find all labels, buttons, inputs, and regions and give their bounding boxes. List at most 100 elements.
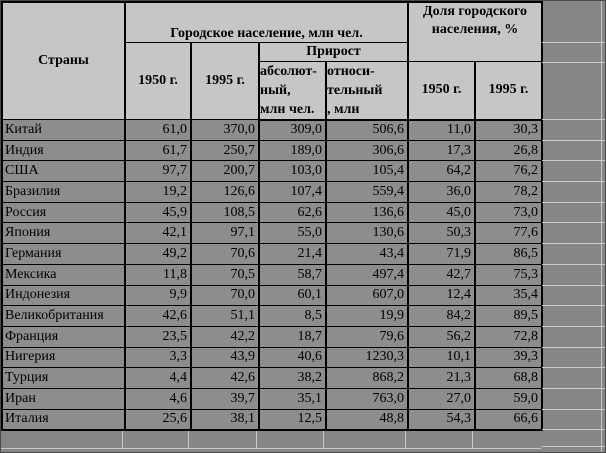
cell-share-1995[interactable]: 35,4 — [474, 284, 544, 307]
cell-country[interactable]: США — [1, 160, 126, 183]
cell-pop-1950[interactable]: 61,7 — [124, 139, 192, 162]
cell-pop-1950[interactable]: 9,9 — [124, 284, 192, 307]
empty-cell[interactable] — [542, 327, 605, 348]
cell-share-1950[interactable]: 64,2 — [407, 160, 477, 183]
cell-country[interactable]: Россия — [1, 201, 126, 224]
empty-cell[interactable] — [542, 203, 605, 224]
cell-share-1995[interactable]: 86,5 — [474, 243, 544, 265]
cell-growth-absolute[interactable]: 189,0 — [258, 139, 327, 162]
empty-cell[interactable] — [542, 389, 605, 410]
header-share-1950[interactable]: 1950 г. — [407, 60, 477, 121]
cell-pop-1995[interactable]: 42,6 — [190, 367, 260, 389]
cell-pop-1950[interactable]: 4,6 — [124, 387, 192, 410]
cell-pop-1995[interactable]: 97,1 — [190, 222, 260, 245]
cell-share-1995[interactable]: 68,8 — [474, 367, 544, 389]
cell-growth-absolute[interactable]: 38,2 — [258, 367, 327, 389]
cell-growth-absolute[interactable]: 58,7 — [258, 263, 327, 286]
empty-cell[interactable] — [542, 182, 605, 203]
cell-share-1950[interactable]: 71,9 — [407, 243, 477, 265]
cell-country[interactable]: Индонезия — [1, 284, 126, 307]
cell-country[interactable]: Великобритания — [1, 305, 126, 327]
cell-growth-relative[interactable]: 868,2 — [324, 367, 410, 389]
cell-pop-1950[interactable]: 23,5 — [124, 325, 192, 348]
cell-pop-1950[interactable]: 42,1 — [124, 222, 192, 245]
cell-share-1950[interactable]: 10,1 — [407, 346, 477, 369]
cell-share-1950[interactable]: 11,0 — [407, 119, 477, 141]
cell-share-1950[interactable]: 45,0 — [407, 201, 477, 224]
cell-growth-relative[interactable]: 306,6 — [324, 139, 410, 162]
cell-share-1950[interactable]: 27,0 — [407, 387, 477, 410]
header-growth-absolute[interactable]: абсолют- ный, млн чел. — [258, 60, 327, 121]
cell-growth-relative[interactable]: 136,6 — [324, 201, 410, 224]
cell-growth-absolute[interactable]: 12,5 — [258, 408, 327, 431]
empty-cell[interactable] — [542, 120, 605, 141]
cell-share-1995[interactable]: 59,0 — [474, 387, 544, 410]
cell-pop-1995[interactable]: 70,5 — [190, 263, 260, 286]
cell-share-1995[interactable]: 26,8 — [474, 139, 544, 162]
cell-pop-1995[interactable]: 70,6 — [190, 243, 260, 265]
cell-growth-relative[interactable]: 43,4 — [324, 243, 410, 265]
cell-growth-relative[interactable]: 497,4 — [324, 263, 410, 286]
header-growth[interactable]: Прирост — [257, 41, 410, 62]
header-urban-population[interactable]: Городское население, млн чел. — [123, 1, 410, 43]
empty-cell[interactable] — [542, 1, 605, 43]
cell-country[interactable]: Франция — [1, 325, 126, 348]
cell-pop-1995[interactable]: 51,1 — [190, 305, 260, 327]
cell-share-1950[interactable]: 21,3 — [407, 367, 477, 389]
cell-growth-relative[interactable]: 763,0 — [324, 387, 410, 410]
cell-growth-absolute[interactable]: 21,4 — [258, 243, 327, 265]
cell-pop-1950[interactable]: 42,6 — [124, 305, 192, 327]
header-pop-1995[interactable]: 1995 г. — [190, 41, 260, 120]
cell-country[interactable]: Турция — [1, 367, 126, 389]
cell-pop-1995[interactable]: 43,9 — [190, 346, 260, 369]
header-pop-1950[interactable]: 1950 г. — [124, 41, 192, 120]
empty-cell[interactable] — [542, 368, 605, 389]
empty-cell[interactable] — [542, 43, 605, 63]
cell-share-1995[interactable]: 76,2 — [474, 160, 544, 183]
cell-share-1950[interactable]: 56,2 — [407, 325, 477, 348]
empty-cell[interactable] — [542, 265, 605, 286]
cell-share-1950[interactable]: 84,2 — [407, 305, 477, 327]
empty-cell[interactable] — [542, 306, 605, 327]
cell-share-1995[interactable]: 89,5 — [474, 305, 544, 327]
empty-cell[interactable] — [542, 223, 605, 245]
header-share-1995[interactable]: 1995 г. — [474, 60, 544, 121]
cell-growth-absolute[interactable]: 40,6 — [258, 346, 327, 369]
cell-share-1950[interactable]: 50,3 — [407, 222, 477, 245]
cell-growth-absolute[interactable]: 62,6 — [258, 201, 327, 224]
empty-cell[interactable] — [542, 410, 605, 431]
cell-country[interactable]: Китай — [1, 119, 126, 141]
cell-country[interactable]: Нигерия — [1, 346, 126, 369]
cell-pop-1995[interactable]: 250,7 — [190, 139, 260, 162]
cell-share-1995[interactable]: 66,6 — [474, 408, 544, 431]
cell-country[interactable]: Мексика — [1, 263, 126, 286]
cell-pop-1995[interactable]: 39,7 — [190, 387, 260, 410]
cell-pop-1950[interactable]: 61,0 — [124, 119, 192, 141]
header-urban-share[interactable]: Доля городского населения, % — [407, 1, 544, 62]
empty-cell[interactable] — [542, 63, 605, 120]
cell-country[interactable]: Индия — [1, 139, 126, 162]
cell-pop-1995[interactable]: 200,7 — [190, 160, 260, 183]
cell-growth-relative[interactable]: 559,4 — [324, 181, 410, 203]
cell-growth-relative[interactable]: 506,6 — [324, 119, 410, 141]
cell-pop-1995[interactable]: 126,6 — [190, 181, 260, 203]
cell-growth-relative[interactable]: 105,4 — [324, 160, 410, 183]
cell-country[interactable]: Бразилия — [1, 181, 126, 203]
cell-share-1950[interactable]: 42,7 — [407, 263, 477, 286]
cell-country[interactable]: Япония — [1, 222, 126, 245]
cell-pop-1950[interactable]: 19,2 — [124, 181, 192, 203]
cell-pop-1950[interactable]: 49,2 — [124, 243, 192, 265]
cell-share-1950[interactable]: 36,0 — [407, 181, 477, 203]
cell-country[interactable]: Иран — [1, 387, 126, 410]
cell-share-1995[interactable]: 75,3 — [474, 263, 544, 286]
cell-pop-1995[interactable]: 42,2 — [190, 325, 260, 348]
cell-pop-1950[interactable]: 45,9 — [124, 201, 192, 224]
cell-growth-relative[interactable]: 1230,3 — [324, 346, 410, 369]
cell-share-1950[interactable]: 17,3 — [407, 139, 477, 162]
cell-share-1995[interactable]: 39,3 — [474, 346, 544, 369]
cell-growth-absolute[interactable]: 8,5 — [258, 305, 327, 327]
cell-pop-1995[interactable]: 70,0 — [190, 284, 260, 307]
cell-growth-relative[interactable]: 48,8 — [324, 408, 410, 431]
cell-growth-absolute[interactable]: 18,7 — [258, 325, 327, 348]
empty-cells-right-of-table[interactable] — [542, 1, 605, 452]
